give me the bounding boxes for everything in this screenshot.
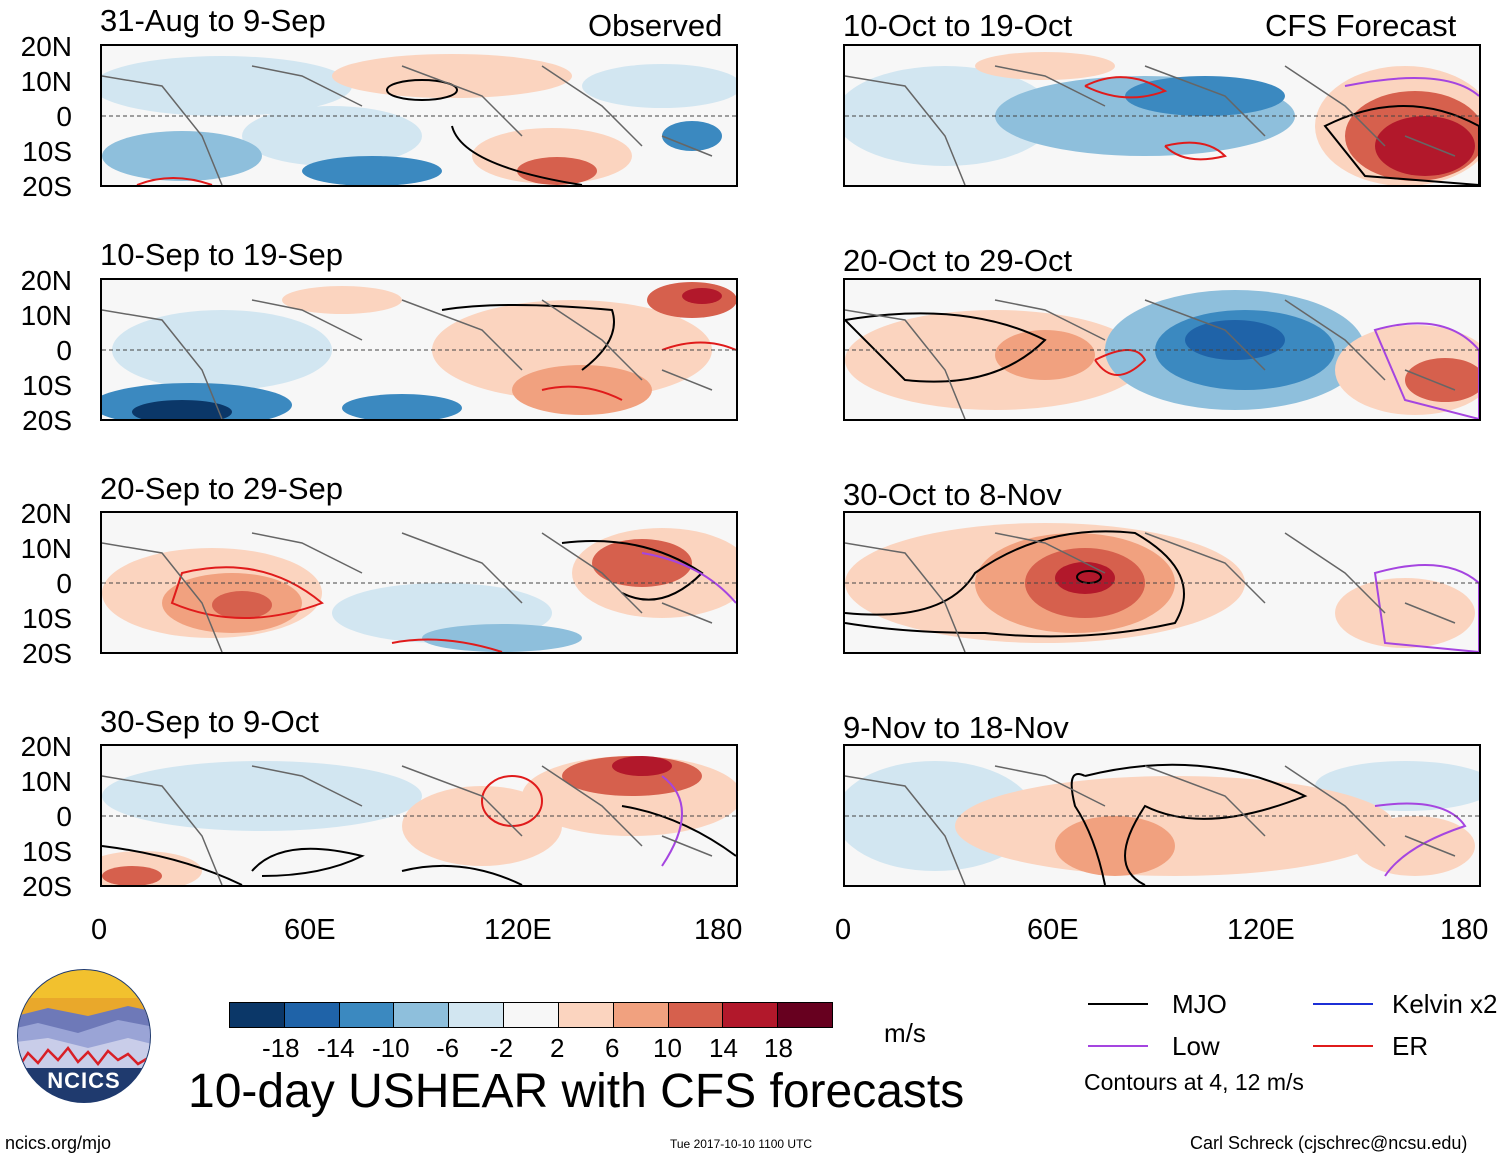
legend-line-kelvin	[1313, 1003, 1373, 1005]
colorbar-bin	[668, 1003, 724, 1027]
colorbar-label: 6	[605, 1033, 620, 1063]
colorbar-bin	[449, 1003, 505, 1027]
lat-label: 20N	[20, 31, 72, 62]
colorbar-label: -14	[317, 1033, 355, 1063]
panel-title-observed-1: 31-Aug to 9-Sep	[100, 3, 326, 38]
colorbar-bin	[394, 1003, 450, 1027]
lat-label: 20N	[20, 731, 72, 762]
colorbar-label: -10	[372, 1033, 410, 1063]
map-observed-1[interactable]	[100, 44, 738, 187]
logo-text: NCICS	[47, 1068, 121, 1093]
lon-label: 60E	[284, 914, 336, 946]
legend-line-mjo	[1088, 1003, 1148, 1005]
colorbar-bin	[613, 1003, 669, 1027]
lat-label: 10S	[22, 370, 72, 401]
map-forecast-2[interactable]	[843, 278, 1481, 421]
lat-label: 20N	[20, 498, 72, 529]
colorbar-unit: m/s	[884, 1018, 926, 1048]
colorbar-label: 18	[764, 1033, 793, 1063]
colorbar-bin	[284, 1003, 340, 1027]
lat-label: 0	[56, 801, 72, 832]
lon-label: 60E	[1027, 914, 1079, 946]
colorbar-bin	[558, 1003, 614, 1027]
legend-label-low: Low	[1172, 1031, 1220, 1061]
panel-title-forecast-1: 10-Oct to 19-Oct	[843, 8, 1073, 43]
legend-label-mjo: MJO	[1172, 989, 1227, 1019]
colorbar-label: -18	[262, 1033, 300, 1063]
colorbar-label: 10	[653, 1033, 682, 1063]
lat-label: 10S	[22, 603, 72, 634]
colorbar-bin	[339, 1003, 395, 1027]
lat-label: 20S	[22, 171, 72, 202]
colorbar-label: 14	[709, 1033, 738, 1063]
lon-label: 120E	[484, 914, 552, 946]
lat-label: 10S	[22, 836, 72, 867]
colorbar-label: -2	[490, 1033, 514, 1063]
panel-title-observed-2: 10-Sep to 19-Sep	[100, 237, 344, 272]
lon-label: 0	[835, 914, 852, 946]
map-forecast-1[interactable]	[843, 44, 1481, 187]
colorbar-bin	[504, 1003, 559, 1027]
map-observed-4[interactable]	[100, 744, 738, 887]
lat-label: 20S	[22, 871, 72, 902]
lat-label: 0	[56, 101, 72, 132]
lat-label: 20S	[22, 638, 72, 669]
lat-label: 10N	[20, 300, 72, 331]
map-observed-2[interactable]	[100, 278, 738, 421]
colorbar-bin	[778, 1003, 832, 1027]
legend-note: Contours at 4, 12 m/s	[1084, 1069, 1304, 1095]
legend-line-low	[1088, 1045, 1148, 1047]
map-forecast-4[interactable]	[843, 744, 1481, 887]
lat-label: 10S	[22, 136, 72, 167]
colorbar	[229, 1002, 833, 1028]
lat-label: 0	[56, 335, 72, 366]
observed-header: Observed	[588, 8, 723, 43]
colorbar-bin	[230, 1003, 285, 1027]
lat-label: 10N	[20, 533, 72, 564]
lon-label: 0	[91, 914, 108, 946]
lon-label: 180	[694, 914, 743, 946]
colorbar-label: 2	[550, 1033, 565, 1063]
lat-label: 0	[56, 568, 72, 599]
lat-label: 10N	[20, 766, 72, 797]
panel-title-observed-3: 20-Sep to 29-Sep	[100, 471, 344, 506]
panel-title-forecast-4: 9-Nov to 18-Nov	[843, 710, 1069, 745]
map-observed-3[interactable]	[100, 511, 738, 654]
lat-label: 20N	[20, 265, 72, 296]
forecast-header: CFS Forecast	[1265, 8, 1457, 43]
colorbar-bin	[723, 1003, 779, 1027]
map-forecast-3[interactable]	[843, 511, 1481, 654]
colorbar-label: -6	[436, 1033, 460, 1063]
legend-line-er	[1313, 1045, 1373, 1047]
panel-title-observed-4: 30-Sep to 9-Oct	[100, 704, 319, 739]
footer-credit: Carl Schreck (cjschrec@ncsu.edu)	[1190, 1133, 1468, 1153]
panel-title-forecast-2: 20-Oct to 29-Oct	[843, 243, 1073, 278]
chart-title: 10-day USHEAR with CFS forecasts	[188, 1065, 965, 1118]
ncics-logo: NCICS	[8, 968, 160, 1104]
lat-label: 20S	[22, 405, 72, 436]
panel-title-forecast-3: 30-Oct to 8-Nov	[843, 477, 1062, 512]
footer-url[interactable]: ncics.org/mjo	[5, 1133, 112, 1153]
lon-label: 120E	[1227, 914, 1295, 946]
lat-label: 10N	[20, 66, 72, 97]
footer-timestamp: Tue 2017-10-10 1100 UTC	[670, 1137, 813, 1151]
legend-label-kelvin: Kelvin x2	[1392, 989, 1498, 1019]
legend-label-er: ER	[1392, 1031, 1429, 1061]
lon-label: 180	[1440, 914, 1489, 946]
